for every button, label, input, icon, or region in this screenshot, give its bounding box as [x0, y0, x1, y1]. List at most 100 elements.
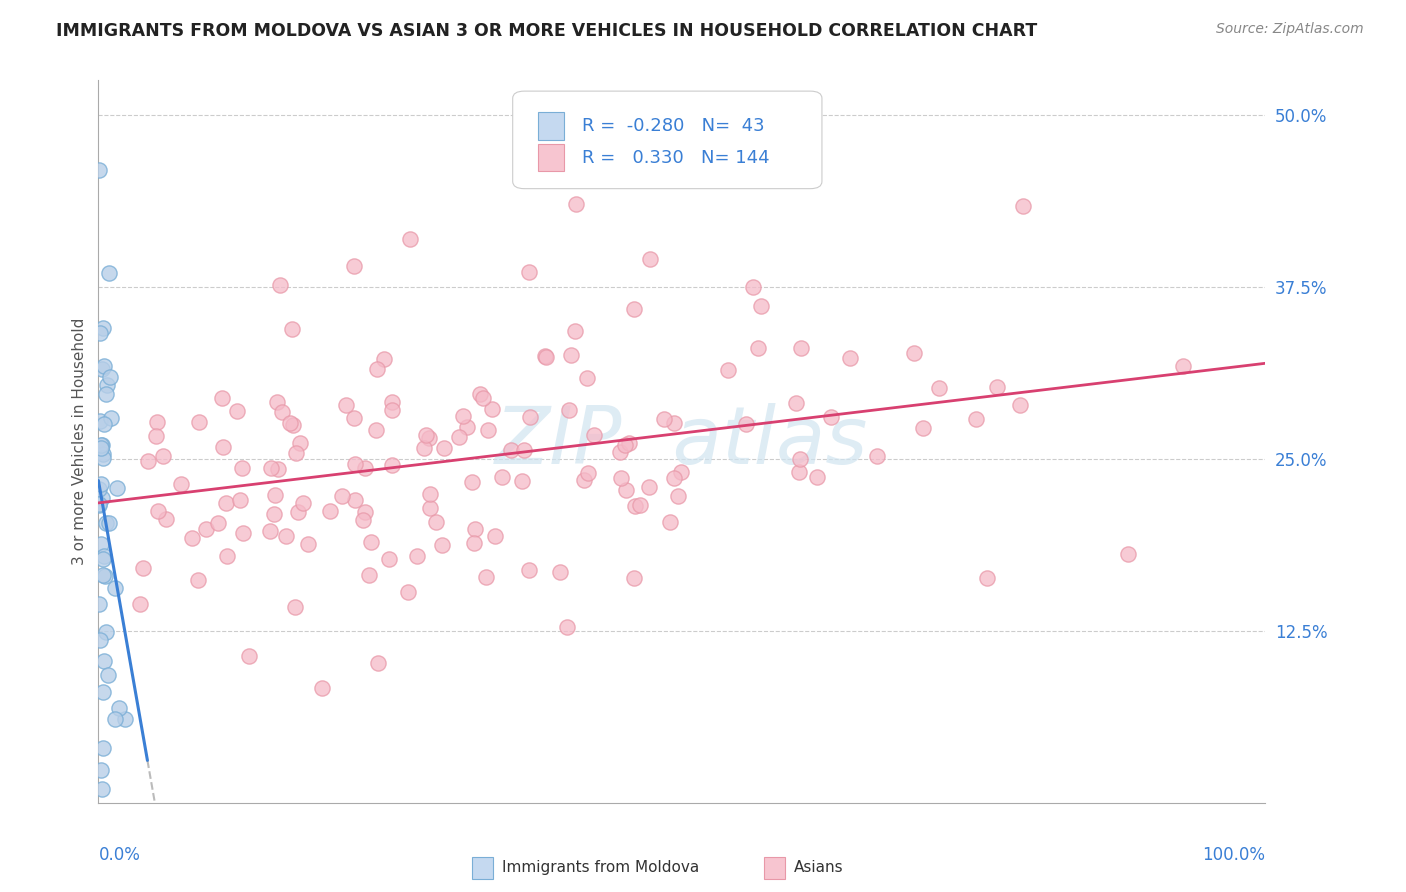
Point: [903, 346, 925, 360]
Point: [129, 597, 152, 611]
Point: [188, 415, 211, 429]
Point: [145, 428, 167, 442]
Point: [90, 537, 112, 551]
Point: [396, 585, 419, 599]
Point: [464, 523, 486, 537]
Point: [87, 162, 110, 177]
Point: [582, 427, 605, 442]
Point: [659, 515, 682, 529]
Point: [742, 280, 765, 294]
Point: [91, 450, 114, 465]
Point: [609, 445, 631, 459]
Point: [377, 552, 399, 566]
Point: [91, 447, 114, 461]
Point: [180, 531, 202, 545]
Point: [89, 326, 111, 340]
FancyBboxPatch shape: [513, 91, 823, 189]
Point: [270, 404, 292, 418]
Point: [267, 462, 290, 476]
Point: [297, 537, 319, 551]
Point: [367, 657, 389, 671]
Point: [560, 348, 582, 362]
Point: [749, 299, 772, 313]
Point: [281, 322, 304, 336]
Point: [152, 449, 174, 463]
Point: [610, 470, 633, 484]
Point: [97, 516, 120, 530]
Point: [90, 763, 112, 777]
Point: [911, 421, 934, 435]
Point: [449, 430, 471, 444]
Point: [1011, 199, 1033, 213]
Point: [1010, 398, 1032, 412]
Point: [820, 409, 842, 424]
Text: ZIP  atlas: ZIP atlas: [495, 402, 869, 481]
Point: [263, 507, 285, 521]
Point: [614, 483, 637, 498]
Point: [734, 417, 756, 431]
Point: [787, 465, 810, 479]
Text: Asians: Asians: [794, 860, 844, 875]
Point: [557, 403, 579, 417]
Point: [352, 513, 374, 527]
Point: [548, 565, 571, 579]
Point: [671, 465, 693, 479]
Point: [145, 415, 167, 429]
Point: [666, 489, 689, 503]
Point: [108, 701, 131, 715]
Point: [104, 581, 127, 595]
Point: [360, 535, 382, 549]
Point: [572, 474, 595, 488]
Point: [89, 414, 111, 428]
Text: 0.0%: 0.0%: [98, 847, 141, 864]
Point: [432, 537, 454, 551]
Point: [638, 480, 661, 494]
Y-axis label: 3 or more Vehicles in Household: 3 or more Vehicles in Household: [72, 318, 87, 566]
Point: [90, 477, 112, 491]
Point: [187, 574, 209, 588]
Point: [477, 424, 499, 438]
Point: [89, 497, 111, 511]
Point: [276, 529, 298, 543]
Point: [319, 504, 342, 518]
Point: [231, 461, 253, 475]
Point: [623, 301, 645, 316]
Point: [344, 492, 367, 507]
Point: [278, 417, 301, 431]
Point: [232, 525, 254, 540]
Text: R =   0.330   N= 144: R = 0.330 N= 144: [582, 149, 769, 167]
Point: [207, 516, 229, 530]
Point: [491, 469, 513, 483]
Point: [576, 467, 599, 481]
Point: [747, 341, 769, 355]
Point: [418, 431, 440, 445]
Point: [87, 498, 110, 512]
Point: [114, 712, 136, 726]
Point: [330, 489, 353, 503]
Point: [519, 410, 541, 425]
Point: [353, 505, 375, 519]
Point: [456, 419, 478, 434]
Point: [90, 491, 112, 505]
Point: [472, 391, 495, 405]
Point: [785, 396, 807, 410]
Point: [215, 549, 238, 563]
Text: Immigrants from Moldova: Immigrants from Moldova: [502, 860, 699, 875]
Point: [623, 571, 645, 585]
Point: [90, 438, 112, 452]
Point: [90, 782, 112, 797]
Point: [343, 259, 366, 273]
Point: [965, 411, 987, 425]
Point: [93, 417, 115, 432]
Point: [132, 561, 155, 575]
FancyBboxPatch shape: [763, 857, 785, 879]
Point: [100, 410, 122, 425]
Point: [381, 394, 404, 409]
Point: [662, 417, 685, 431]
Point: [399, 231, 422, 245]
Point: [212, 441, 235, 455]
Point: [91, 740, 114, 755]
Point: [97, 668, 120, 682]
Point: [155, 512, 177, 526]
Point: [638, 252, 661, 267]
